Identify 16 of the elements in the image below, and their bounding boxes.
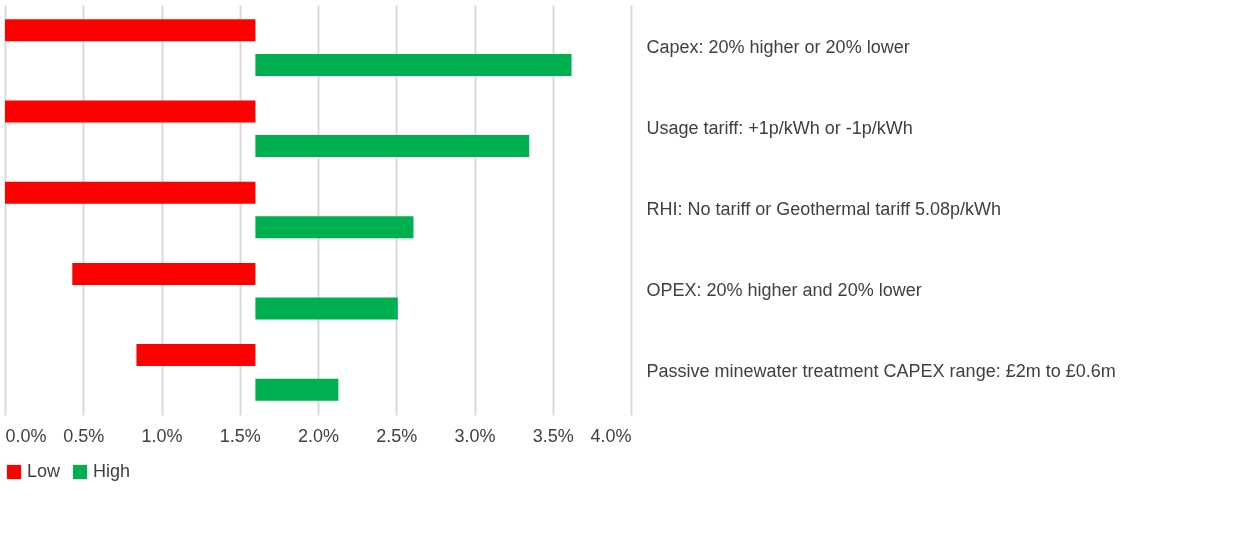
legend-label: High [93, 461, 131, 481]
y-tick-label: Capex: 20% higher or 20% lower [646, 36, 910, 57]
y-tick-label: RHI: No tariff or Geothermal tariff 5.08p/kWh [646, 199, 1001, 219]
x-tick-label: 4.0% [590, 425, 632, 446]
x-tick-label: 1.5% [219, 425, 261, 446]
x-tick-label: 0.0% [5, 425, 47, 446]
y-tick-label: Usage tariff: +1p/kWh or -1p/kWh [646, 117, 913, 138]
legend-label: Low [27, 461, 62, 481]
x-tick-label: 2.5% [376, 425, 418, 446]
x-tick-label: 2.0% [297, 425, 340, 446]
x-tick-label: 3.5% [532, 425, 574, 446]
y-tick-label: Passive minewater treatment CAPEX range: £2m to £0.6m [646, 361, 1116, 382]
x-tick-label: 0.5% [63, 425, 105, 446]
x-tick-label: 1.0% [141, 425, 183, 446]
y-tick-label: OPEX: 20% higher and 20% lower [646, 280, 922, 301]
x-tick-label: 3.0% [454, 425, 496, 446]
